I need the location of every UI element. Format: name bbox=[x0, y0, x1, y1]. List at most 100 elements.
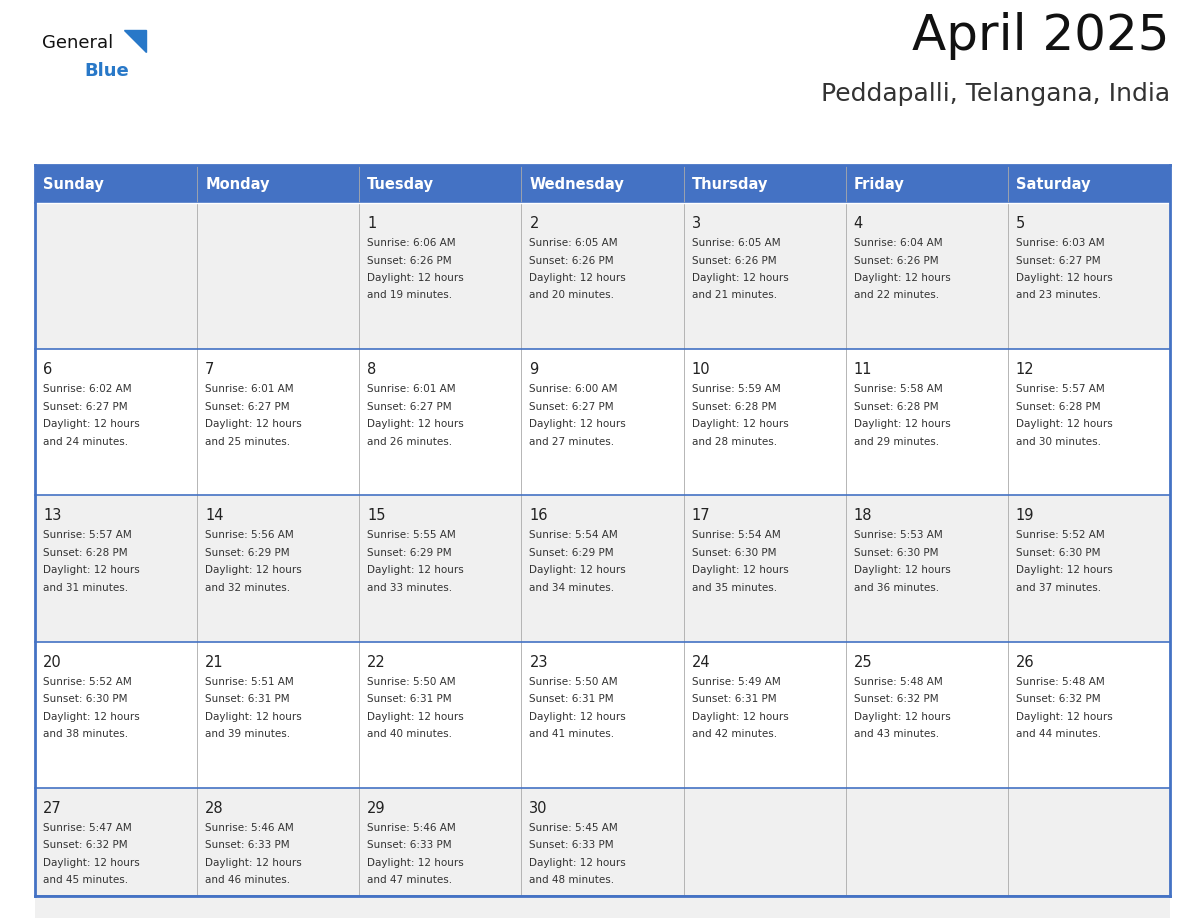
Text: and 30 minutes.: and 30 minutes. bbox=[1016, 437, 1101, 447]
Text: Daylight: 12 hours: Daylight: 12 hours bbox=[854, 711, 950, 722]
Text: and 47 minutes.: and 47 minutes. bbox=[367, 875, 453, 885]
Text: and 42 minutes.: and 42 minutes. bbox=[691, 729, 777, 739]
Text: 15: 15 bbox=[367, 509, 386, 523]
Text: and 19 minutes.: and 19 minutes. bbox=[367, 290, 453, 300]
Text: 26: 26 bbox=[1016, 655, 1035, 669]
Text: Daylight: 12 hours: Daylight: 12 hours bbox=[206, 857, 302, 868]
Text: and 20 minutes.: and 20 minutes. bbox=[530, 290, 614, 300]
Text: Sunrise: 5:54 AM: Sunrise: 5:54 AM bbox=[691, 531, 781, 541]
Text: and 23 minutes.: and 23 minutes. bbox=[1016, 290, 1101, 300]
Text: 8: 8 bbox=[367, 363, 377, 377]
Text: and 40 minutes.: and 40 minutes. bbox=[367, 729, 453, 739]
Text: and 25 minutes.: and 25 minutes. bbox=[206, 437, 290, 447]
Text: Sunset: 6:29 PM: Sunset: 6:29 PM bbox=[367, 548, 451, 558]
Text: 3: 3 bbox=[691, 216, 701, 231]
Text: and 33 minutes.: and 33 minutes. bbox=[367, 583, 453, 593]
Text: Sunset: 6:27 PM: Sunset: 6:27 PM bbox=[530, 402, 614, 411]
Text: Sunrise: 6:03 AM: Sunrise: 6:03 AM bbox=[1016, 238, 1105, 248]
Text: Daylight: 12 hours: Daylight: 12 hours bbox=[367, 273, 465, 283]
Text: Sunrise: 6:00 AM: Sunrise: 6:00 AM bbox=[530, 385, 618, 394]
Text: and 48 minutes.: and 48 minutes. bbox=[530, 875, 614, 885]
Text: Thursday: Thursday bbox=[691, 176, 767, 192]
Text: Daylight: 12 hours: Daylight: 12 hours bbox=[691, 273, 789, 283]
Text: Sunday: Sunday bbox=[43, 176, 103, 192]
Text: Sunrise: 5:50 AM: Sunrise: 5:50 AM bbox=[530, 677, 618, 687]
Text: Daylight: 12 hours: Daylight: 12 hours bbox=[691, 711, 789, 722]
Text: Sunset: 6:30 PM: Sunset: 6:30 PM bbox=[43, 694, 127, 704]
Text: 18: 18 bbox=[854, 509, 872, 523]
Text: 7: 7 bbox=[206, 363, 215, 377]
Text: Daylight: 12 hours: Daylight: 12 hours bbox=[530, 420, 626, 430]
Polygon shape bbox=[124, 30, 146, 52]
Text: 4: 4 bbox=[854, 216, 862, 231]
Text: Sunrise: 5:45 AM: Sunrise: 5:45 AM bbox=[530, 823, 618, 833]
Text: 5: 5 bbox=[1016, 216, 1025, 231]
Text: Sunrise: 6:02 AM: Sunrise: 6:02 AM bbox=[43, 385, 132, 394]
Text: and 21 minutes.: and 21 minutes. bbox=[691, 290, 777, 300]
Text: Sunset: 6:29 PM: Sunset: 6:29 PM bbox=[206, 548, 290, 558]
Text: and 37 minutes.: and 37 minutes. bbox=[1016, 583, 1101, 593]
Text: Sunset: 6:28 PM: Sunset: 6:28 PM bbox=[43, 548, 127, 558]
Text: Daylight: 12 hours: Daylight: 12 hours bbox=[367, 565, 465, 576]
Text: Sunrise: 6:04 AM: Sunrise: 6:04 AM bbox=[854, 238, 942, 248]
Text: April 2025: April 2025 bbox=[912, 12, 1170, 60]
Text: Sunset: 6:32 PM: Sunset: 6:32 PM bbox=[43, 840, 127, 850]
Text: 1: 1 bbox=[367, 216, 377, 231]
Text: Blue: Blue bbox=[84, 62, 128, 80]
Text: 21: 21 bbox=[206, 655, 223, 669]
Text: Sunset: 6:31 PM: Sunset: 6:31 PM bbox=[691, 694, 776, 704]
Text: Sunset: 6:27 PM: Sunset: 6:27 PM bbox=[43, 402, 127, 411]
Text: Sunset: 6:30 PM: Sunset: 6:30 PM bbox=[691, 548, 776, 558]
Text: Sunset: 6:28 PM: Sunset: 6:28 PM bbox=[691, 402, 776, 411]
Text: 13: 13 bbox=[43, 509, 62, 523]
Text: 11: 11 bbox=[854, 363, 872, 377]
Text: Sunrise: 5:59 AM: Sunrise: 5:59 AM bbox=[691, 385, 781, 394]
Text: Sunrise: 5:48 AM: Sunrise: 5:48 AM bbox=[1016, 677, 1105, 687]
Text: Sunrise: 5:55 AM: Sunrise: 5:55 AM bbox=[367, 531, 456, 541]
Text: Sunset: 6:27 PM: Sunset: 6:27 PM bbox=[206, 402, 290, 411]
Text: Sunrise: 5:52 AM: Sunrise: 5:52 AM bbox=[43, 677, 132, 687]
Text: Daylight: 12 hours: Daylight: 12 hours bbox=[206, 565, 302, 576]
Text: Sunset: 6:33 PM: Sunset: 6:33 PM bbox=[530, 840, 614, 850]
Text: Sunset: 6:31 PM: Sunset: 6:31 PM bbox=[530, 694, 614, 704]
Text: 12: 12 bbox=[1016, 363, 1035, 377]
Text: and 31 minutes.: and 31 minutes. bbox=[43, 583, 128, 593]
Text: Sunrise: 5:57 AM: Sunrise: 5:57 AM bbox=[1016, 385, 1105, 394]
Text: General: General bbox=[42, 34, 113, 52]
Text: Sunset: 6:27 PM: Sunset: 6:27 PM bbox=[367, 402, 451, 411]
Text: Sunrise: 5:53 AM: Sunrise: 5:53 AM bbox=[854, 531, 942, 541]
Text: Sunrise: 6:05 AM: Sunrise: 6:05 AM bbox=[530, 238, 618, 248]
Bar bbox=[34, 788, 1170, 918]
Bar bbox=[34, 349, 1170, 496]
Text: 23: 23 bbox=[530, 655, 548, 669]
Text: Daylight: 12 hours: Daylight: 12 hours bbox=[691, 565, 789, 576]
Text: Daylight: 12 hours: Daylight: 12 hours bbox=[43, 711, 140, 722]
Text: Sunset: 6:30 PM: Sunset: 6:30 PM bbox=[1016, 548, 1100, 558]
Text: and 35 minutes.: and 35 minutes. bbox=[691, 583, 777, 593]
Text: 10: 10 bbox=[691, 363, 710, 377]
Text: and 38 minutes.: and 38 minutes. bbox=[43, 729, 128, 739]
Text: Daylight: 12 hours: Daylight: 12 hours bbox=[530, 711, 626, 722]
Text: Daylight: 12 hours: Daylight: 12 hours bbox=[206, 711, 302, 722]
Text: Daylight: 12 hours: Daylight: 12 hours bbox=[530, 273, 626, 283]
Text: 16: 16 bbox=[530, 509, 548, 523]
Text: 28: 28 bbox=[206, 800, 223, 816]
Text: 30: 30 bbox=[530, 800, 548, 816]
Text: Daylight: 12 hours: Daylight: 12 hours bbox=[43, 420, 140, 430]
Text: Sunrise: 6:05 AM: Sunrise: 6:05 AM bbox=[691, 238, 781, 248]
Text: Sunrise: 5:54 AM: Sunrise: 5:54 AM bbox=[530, 531, 618, 541]
Text: Monday: Monday bbox=[206, 176, 270, 192]
Text: Sunrise: 5:57 AM: Sunrise: 5:57 AM bbox=[43, 531, 132, 541]
Text: Sunset: 6:33 PM: Sunset: 6:33 PM bbox=[206, 840, 290, 850]
Text: Peddapalli, Telangana, India: Peddapalli, Telangana, India bbox=[821, 82, 1170, 106]
Text: Daylight: 12 hours: Daylight: 12 hours bbox=[854, 273, 950, 283]
Text: Friday: Friday bbox=[854, 176, 904, 192]
Text: Sunset: 6:28 PM: Sunset: 6:28 PM bbox=[854, 402, 939, 411]
Text: Sunset: 6:30 PM: Sunset: 6:30 PM bbox=[854, 548, 939, 558]
Text: 22: 22 bbox=[367, 655, 386, 669]
Text: Sunset: 6:32 PM: Sunset: 6:32 PM bbox=[1016, 694, 1100, 704]
Text: and 29 minutes.: and 29 minutes. bbox=[854, 437, 939, 447]
Text: Sunrise: 5:52 AM: Sunrise: 5:52 AM bbox=[1016, 531, 1105, 541]
Text: and 22 minutes.: and 22 minutes. bbox=[854, 290, 939, 300]
Text: Sunset: 6:26 PM: Sunset: 6:26 PM bbox=[530, 255, 614, 265]
